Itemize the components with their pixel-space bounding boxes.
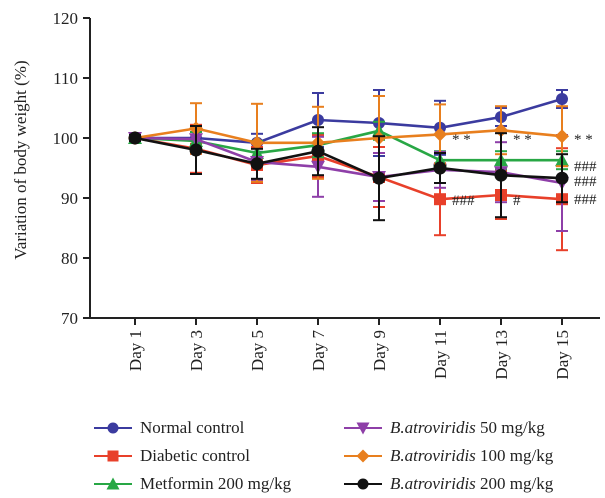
significance-annotation: ### <box>574 174 597 190</box>
x-tick-label: Day 3 <box>187 330 206 371</box>
legend-dose: 100 mg/kg <box>475 446 554 465</box>
chart-ticks: 70 80 90 100 110 120 Day 1 Day 3 Day 5 Day 7 Day 9… <box>53 9 573 380</box>
data-point <box>494 168 508 182</box>
series-path <box>134 136 563 185</box>
chart-annotations: * * * * * *### ########## <box>452 132 597 209</box>
legend-item: Normal control <box>94 417 244 439</box>
legend-item: Metformin 200 mg/kg <box>94 473 291 495</box>
data-point <box>372 171 386 185</box>
data-point <box>555 171 569 185</box>
data-point <box>555 129 569 144</box>
significance-annotation: ### <box>574 159 597 175</box>
x-tick-label: Day 13 <box>492 330 511 380</box>
chart-series <box>128 89 569 252</box>
legend-dose: 200 mg/kg <box>475 474 554 493</box>
legend-species: B.atroviridis <box>390 474 476 493</box>
y-tick-label: 80 <box>61 249 78 268</box>
data-point <box>356 449 370 463</box>
data-point <box>356 422 370 435</box>
data-point <box>311 144 325 158</box>
data-point <box>250 157 264 171</box>
data-point <box>250 135 264 150</box>
significance-annotation: # <box>513 193 521 209</box>
legend-dose: 50 mg/kg <box>475 418 545 437</box>
y-tick-label: 110 <box>53 69 78 88</box>
series-path <box>135 97 563 145</box>
data-point <box>357 478 369 490</box>
y-tick-label: 70 <box>61 309 78 328</box>
y-tick-label: 90 <box>61 189 78 208</box>
x-tick-label: Day 9 <box>370 330 389 371</box>
legend-item: B.atroviridis 100 mg/kg <box>344 445 553 467</box>
legend-label: Diabetic control <box>140 446 250 465</box>
significance-annotation: ### <box>574 192 597 208</box>
significance-annotation: * * <box>574 132 593 148</box>
data-point <box>433 161 447 175</box>
legend-swatch <box>94 422 132 434</box>
significance-annotation: * * <box>513 132 532 148</box>
legend-swatch <box>344 478 382 490</box>
x-tick-label: Day 5 <box>248 330 267 371</box>
legend-item: B.atroviridis 50 mg/kg <box>344 417 545 439</box>
y-axis-label: Variation of body weight (%) <box>11 60 30 259</box>
data-point <box>556 93 568 105</box>
x-tick-label: Day 15 <box>553 330 572 380</box>
x-tick-label: Day 7 <box>309 330 328 372</box>
legend-dose: 200 mg/kg <box>213 474 292 493</box>
legend-swatch <box>94 477 132 490</box>
x-tick-label: Day 11 <box>431 330 450 379</box>
legend-label: Normal control <box>140 418 245 437</box>
significance-annotation: ### <box>452 193 475 209</box>
series-path <box>134 127 563 145</box>
legend-swatch <box>344 449 382 463</box>
chart-legend: Normal control Diabetic control Metformin … <box>94 414 599 498</box>
data-point <box>128 131 142 145</box>
data-point <box>434 193 446 206</box>
y-tick-label: 100 <box>53 129 79 148</box>
legend-species: B.atroviridis <box>390 418 476 437</box>
legend-species: B.atroviridis <box>390 446 476 465</box>
y-tick-label: 120 <box>53 9 79 28</box>
data-point <box>106 477 120 490</box>
series-line <box>128 125 569 222</box>
legend-species: Metformin <box>140 474 214 493</box>
significance-annotation: * * <box>452 132 471 148</box>
legend-item: Diabetic control <box>94 445 250 467</box>
data-point <box>107 450 119 462</box>
data-point <box>433 127 447 142</box>
x-tick-label: Day 1 <box>126 330 145 371</box>
data-point <box>107 422 119 434</box>
series-path <box>134 136 563 180</box>
legend-item: B.atroviridis 200 mg/kg <box>344 473 553 495</box>
legend-swatch <box>94 450 132 462</box>
chart-axes <box>89 18 600 319</box>
data-point <box>189 143 203 157</box>
legend-swatch <box>344 422 382 435</box>
